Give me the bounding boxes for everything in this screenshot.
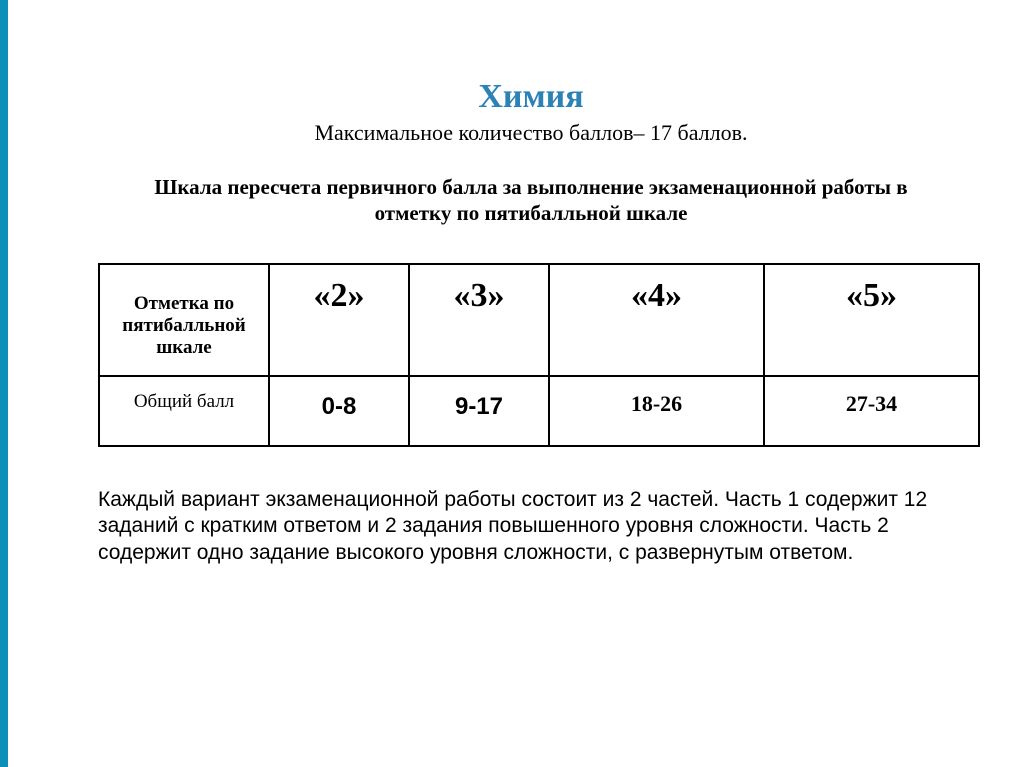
body-paragraph: Каждый вариант экзаменационной работы со… <box>98 487 944 568</box>
row-header-grade-scale: Отметка по пятибалльной шкале <box>99 264 269 376</box>
score-table: Отметка по пятибалльной шкале «2» «3» «4… <box>98 263 980 447</box>
table-row: Отметка по пятибалльной шкале «2» «3» «4… <box>99 264 979 376</box>
grade-cell-5: «5» <box>764 264 979 376</box>
grade-cell-2: «2» <box>269 264 409 376</box>
range-cell-18-26: 18-26 <box>549 376 764 446</box>
range-cell-0-8: 0-8 <box>269 376 409 446</box>
slide-title: Химия <box>98 78 964 116</box>
grade-cell-4: «4» <box>549 264 764 376</box>
slide-subtitle: Максимальное количество баллов– 17 балло… <box>98 120 964 146</box>
range-cell-27-34: 27-34 <box>764 376 979 446</box>
grade-cell-3: «3» <box>409 264 549 376</box>
table-row: Общий балл 0-8 9-17 18-26 27-34 <box>99 376 979 446</box>
table-caption: Шкала пересчета первичного балла за выпо… <box>138 174 924 227</box>
row-header-total-score: Общий балл <box>99 376 269 446</box>
range-cell-9-17: 9-17 <box>409 376 549 446</box>
slide-container: Химия Максимальное количество баллов– 17… <box>0 0 1024 767</box>
